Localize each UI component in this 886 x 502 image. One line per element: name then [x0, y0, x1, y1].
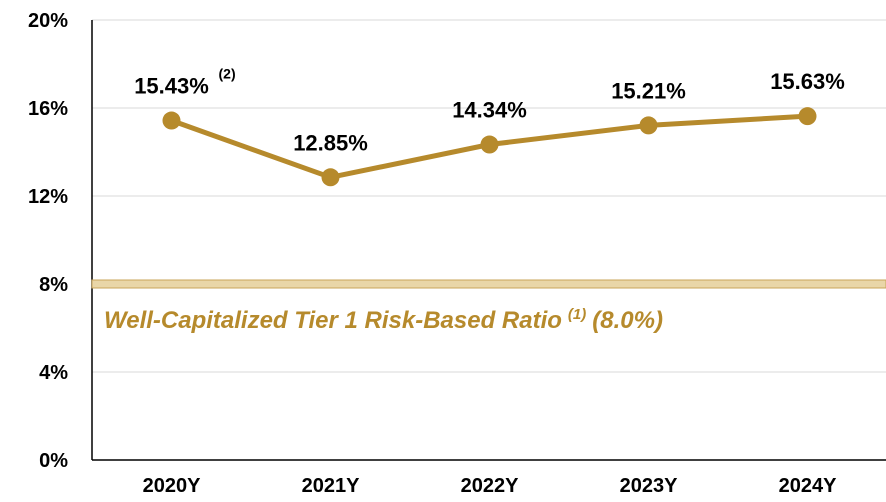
- reference-value: (8.0%): [592, 307, 663, 334]
- x-tick-label: 2021Y: [302, 475, 360, 497]
- y-tick-label: 20%: [28, 10, 68, 32]
- reference-line: [91, 279, 886, 289]
- point: [798, 107, 817, 126]
- point: [321, 168, 340, 187]
- data-label: 15.21%: [611, 78, 686, 103]
- x-tick-label: 2022Y: [461, 475, 519, 497]
- x-tick-label: 2024Y: [779, 475, 837, 497]
- data-label: 15.63%: [770, 69, 845, 94]
- reference-label-text: Well-Capitalized Tier 1 Risk-Based Ratio: [104, 307, 562, 334]
- reference-note: (1): [568, 306, 586, 323]
- data-label: 15.43%: [134, 74, 209, 99]
- y-tick-label: 0%: [39, 450, 68, 472]
- point: [480, 135, 499, 154]
- reference: Well-Capitalized Tier 1 Risk-Based Ratio…: [91, 279, 886, 334]
- data-label: 12.85%: [293, 130, 368, 155]
- x-tick-label: 2023Y: [620, 475, 678, 497]
- grid: 0% 4% 8% 12% 16% 20%: [28, 10, 886, 472]
- plot: 2020Y 2021Y 2022Y 2023Y 2024Y 15.43% (2) 12.85%…: [134, 66, 845, 497]
- data-label: 14.34%: [452, 98, 527, 123]
- y-tick-label: 16%: [28, 98, 68, 120]
- y-tick-label: 8%: [39, 274, 68, 296]
- reference-label: Well-Capitalized Tier 1 Risk-Based Ratio…: [104, 306, 663, 334]
- y-tick-label: 12%: [28, 186, 68, 208]
- x-tick-label: 2020Y: [143, 475, 201, 497]
- point: [162, 111, 181, 130]
- data-label-note: (2): [219, 66, 236, 82]
- y-tick-label: 4%: [39, 362, 68, 384]
- point: [639, 116, 658, 135]
